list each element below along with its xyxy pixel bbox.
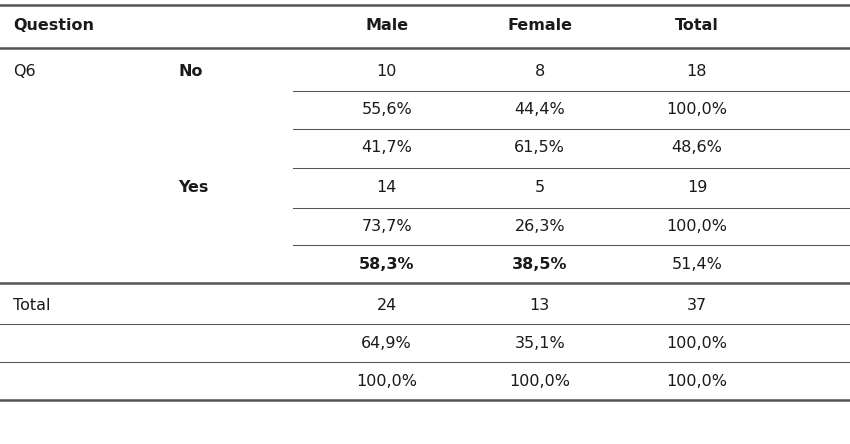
Text: 19: 19 bbox=[687, 181, 707, 195]
Text: No: No bbox=[178, 64, 203, 79]
Text: 61,5%: 61,5% bbox=[514, 140, 565, 155]
Text: 18: 18 bbox=[687, 64, 707, 79]
Text: 5: 5 bbox=[535, 181, 545, 195]
Text: 24: 24 bbox=[377, 297, 397, 313]
Text: 38,5%: 38,5% bbox=[512, 257, 568, 271]
Text: 58,3%: 58,3% bbox=[359, 257, 415, 271]
Text: Male: Male bbox=[366, 17, 408, 32]
Text: 14: 14 bbox=[377, 181, 397, 195]
Text: Question: Question bbox=[13, 17, 94, 32]
Text: 100,0%: 100,0% bbox=[356, 373, 417, 388]
Text: 37: 37 bbox=[687, 297, 707, 313]
Text: 100,0%: 100,0% bbox=[666, 103, 728, 118]
Text: 64,9%: 64,9% bbox=[361, 336, 412, 350]
Text: 55,6%: 55,6% bbox=[361, 103, 412, 118]
Text: 100,0%: 100,0% bbox=[666, 336, 728, 350]
Text: 73,7%: 73,7% bbox=[361, 218, 412, 234]
Text: Total: Total bbox=[13, 297, 50, 313]
Text: 100,0%: 100,0% bbox=[666, 373, 728, 388]
Text: 41,7%: 41,7% bbox=[361, 140, 412, 155]
Text: Female: Female bbox=[507, 17, 572, 32]
Text: 100,0%: 100,0% bbox=[509, 373, 570, 388]
Text: 8: 8 bbox=[535, 64, 545, 79]
Text: 100,0%: 100,0% bbox=[666, 218, 728, 234]
Text: 51,4%: 51,4% bbox=[672, 257, 722, 271]
Text: 10: 10 bbox=[377, 64, 397, 79]
Text: Q6: Q6 bbox=[13, 64, 36, 79]
Text: 48,6%: 48,6% bbox=[672, 140, 722, 155]
Text: 35,1%: 35,1% bbox=[514, 336, 565, 350]
Text: 26,3%: 26,3% bbox=[514, 218, 565, 234]
Text: Yes: Yes bbox=[178, 181, 209, 195]
Text: Total: Total bbox=[675, 17, 719, 32]
Text: 13: 13 bbox=[530, 297, 550, 313]
Text: 44,4%: 44,4% bbox=[514, 103, 565, 118]
